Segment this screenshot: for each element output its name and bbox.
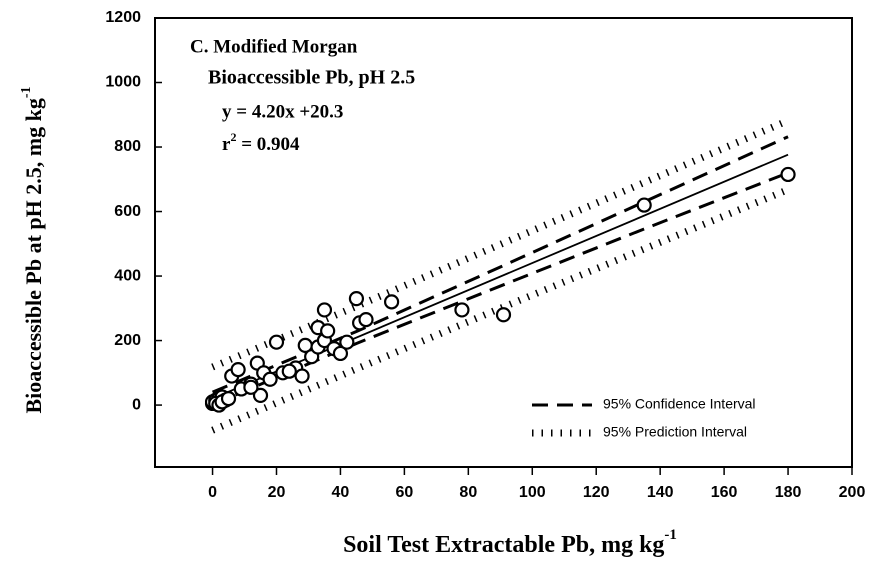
y-tick-label: 0 [132,396,141,413]
point [339,334,355,350]
interval-upper [211,135,789,394]
point [332,345,349,362]
x-tick-label: 100 [519,484,546,501]
x-tick-label: 120 [583,484,610,501]
point [383,294,400,310]
x-tick-label: 80 [459,484,477,501]
point [252,387,269,403]
annotation: Bioaccessible Pb, pH 2.5 [208,67,415,89]
point [495,307,512,323]
point [454,302,470,318]
y-axis-label: Bioaccessible Pb at pH 2.5, mg kg-1 [19,86,46,413]
interval-lower [211,171,789,407]
point [262,371,278,387]
equation: y = 4.20x +20.3 [222,101,343,122]
x-tick-label: 180 [775,484,802,501]
legend-label: 95% Confidence Interval [603,396,756,412]
x-tick-label: 20 [268,484,286,501]
x-tick-label: 200 [839,484,866,501]
point [294,368,310,384]
point [358,311,374,328]
y-tick-label: 1000 [105,74,141,91]
point [230,361,246,378]
y-tick-label: 200 [114,332,141,349]
point [780,166,796,183]
x-tick-label: 60 [395,484,413,501]
point [243,379,259,395]
x-tick-label: 160 [711,484,738,501]
point [320,323,336,339]
point [281,363,297,379]
y-tick-label: 800 [114,138,141,155]
point [348,291,365,307]
r-squared: r2 = 0.904 [222,130,300,156]
y-tick-label: 400 [114,267,141,284]
point [220,391,237,407]
point [316,302,333,318]
annotation: C. Modified Morgan [190,36,358,57]
y-tick-label: 600 [114,203,141,220]
x-tick-label: 0 [208,484,217,501]
x-tick-label: 40 [332,484,350,501]
point [268,334,285,350]
x-axis-label: Soil Test Extractable Pb, mg kg-1 [343,527,677,557]
legend-label: 95% Prediction Interval [603,424,747,440]
plot-frame [154,17,853,468]
x-tick-label: 140 [647,484,674,501]
point [636,197,652,213]
interval-upper [211,117,790,371]
y-tick-label: 1200 [105,9,141,26]
